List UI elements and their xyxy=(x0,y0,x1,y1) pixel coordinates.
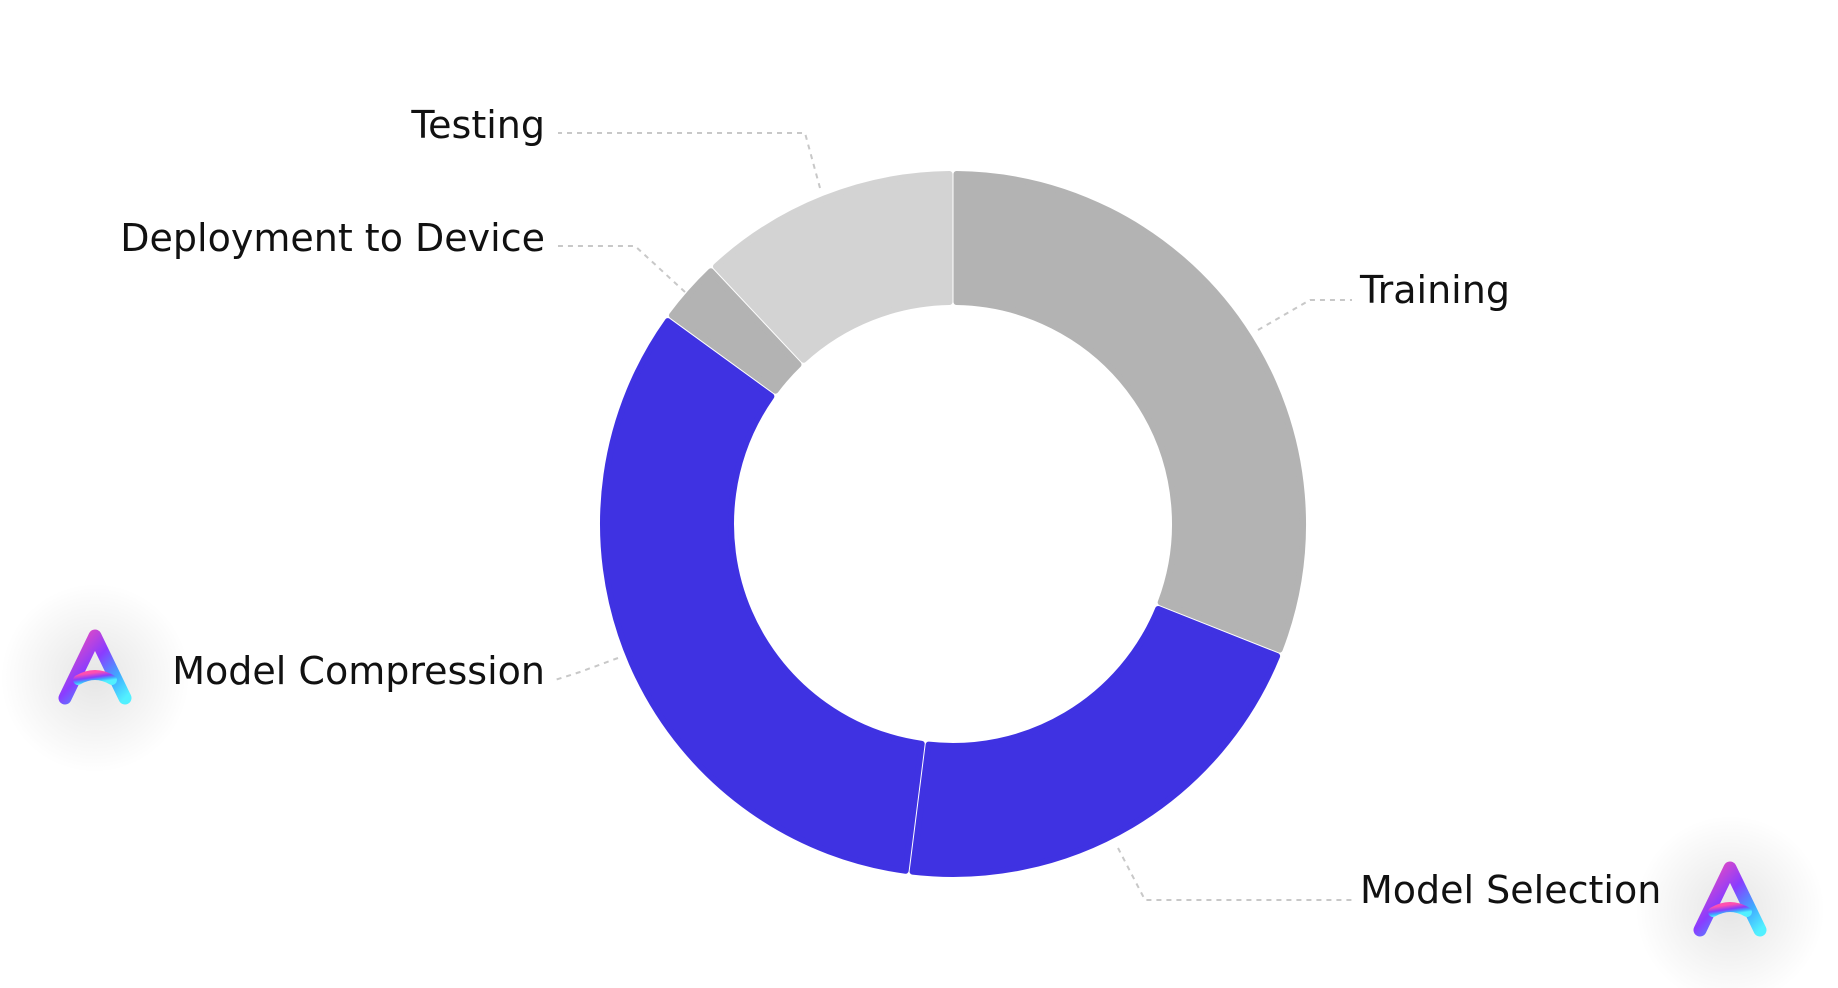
brand-logo-icon xyxy=(1635,815,1825,988)
slice-training xyxy=(953,171,1306,653)
leader-line xyxy=(1257,299,1352,331)
brand-logo-icon xyxy=(0,583,190,773)
slice-label: Training xyxy=(1359,268,1510,312)
leader-line xyxy=(558,245,686,293)
slice-label: Deployment to Device xyxy=(120,216,545,260)
leader-line xyxy=(558,132,821,189)
slice-label: Testing xyxy=(410,103,545,147)
slice-label: Model Selection xyxy=(1360,868,1661,912)
leader-line xyxy=(1117,847,1352,901)
slice-label: Model Compression xyxy=(172,649,545,693)
slice-model-selection xyxy=(909,605,1281,877)
slice-testing xyxy=(712,171,953,363)
slice-model-compression xyxy=(600,318,925,874)
slice-deployment-to-device xyxy=(668,268,802,394)
leader-line xyxy=(554,657,619,681)
